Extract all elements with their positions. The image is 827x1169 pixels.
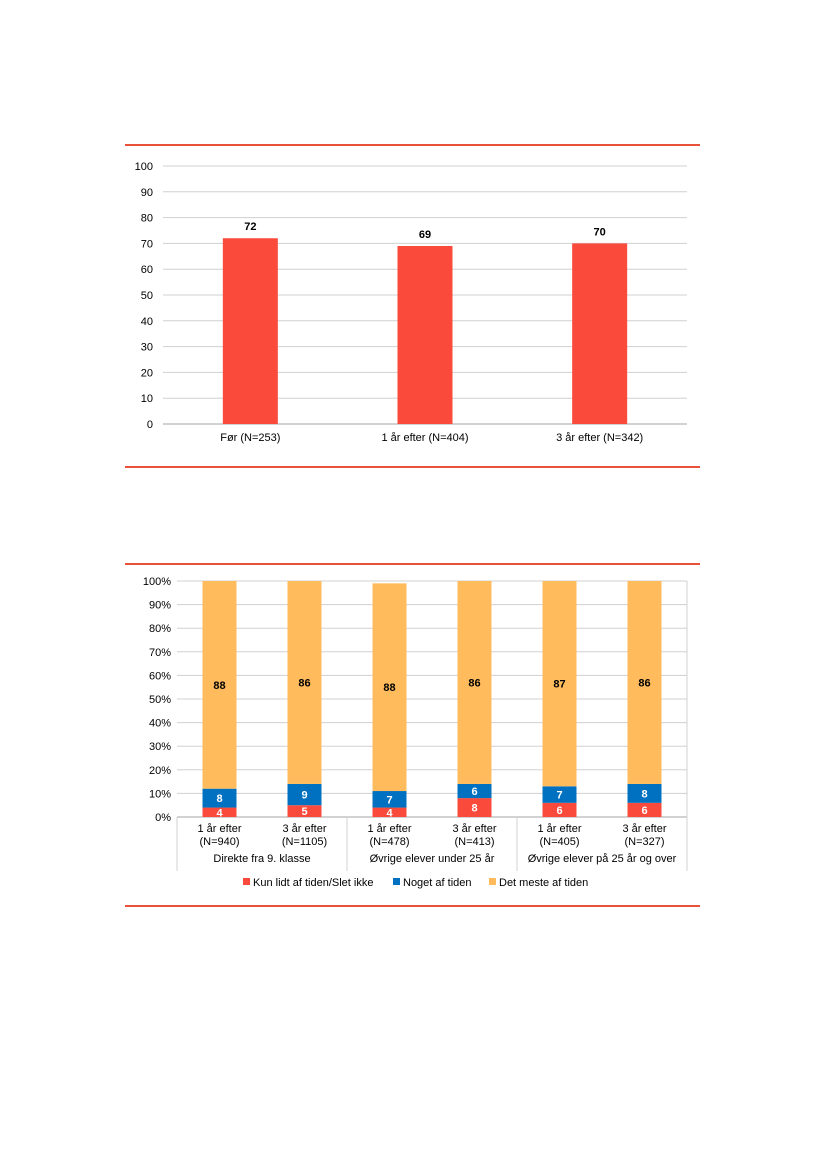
bar-segment xyxy=(372,583,407,792)
bar-segment xyxy=(627,783,662,803)
data-label: 9 xyxy=(301,790,307,802)
x-tick-label: (N=1105) xyxy=(282,836,327,848)
y-tick-label: 100% xyxy=(143,576,171,588)
data-label: 86 xyxy=(638,677,650,689)
group-label: Direkte fra 9. klasse xyxy=(213,853,310,865)
legend-swatch xyxy=(243,878,250,885)
data-label: 6 xyxy=(471,786,477,798)
bar xyxy=(397,245,453,424)
data-label: 5 xyxy=(301,806,307,818)
x-tick-label: (N=327) xyxy=(624,836,664,848)
bar xyxy=(222,238,278,424)
chart1-bottom-rule xyxy=(125,466,700,468)
y-tick-label: 60% xyxy=(149,670,171,682)
y-tick-label: 30% xyxy=(149,741,171,753)
x-tick-label: 3 år efter xyxy=(282,823,326,835)
bar-segment xyxy=(202,807,237,817)
legend-swatch xyxy=(393,878,400,885)
y-tick-label: 70% xyxy=(149,647,171,659)
data-label: 88 xyxy=(383,682,395,694)
bar-segment xyxy=(372,791,407,808)
data-label: 7 xyxy=(386,794,392,806)
y-tick-label: 10% xyxy=(149,788,171,800)
x-tick-label: (N=405) xyxy=(539,836,579,848)
bar-segment xyxy=(457,783,492,799)
data-label: 70 xyxy=(594,226,606,238)
group-label: Øvrige elever på 25 år og over xyxy=(528,853,677,865)
data-label: 86 xyxy=(298,677,310,689)
y-tick-label: 30 xyxy=(141,342,153,354)
y-tick-label: 100 xyxy=(135,161,153,173)
x-tick-label: 3 år efter xyxy=(622,823,666,835)
bar-chart: 0 10 20 30 40 50 60 70 80 90 100 72 Før (N=253) 69 1 å… xyxy=(135,161,687,444)
x-tick-label: (N=940) xyxy=(199,836,239,848)
data-label: 6 xyxy=(556,805,562,817)
data-label: 8 xyxy=(216,793,222,805)
bar-segment xyxy=(287,805,322,817)
x-tick-label: 1 år efter (N=404) xyxy=(381,432,468,444)
chart1-top-rule xyxy=(125,144,700,146)
x-tick-label: 1 år efter xyxy=(197,823,241,835)
y-tick-label: 50 xyxy=(141,290,153,302)
bar-segment xyxy=(457,581,492,784)
y-tick-label: 0% xyxy=(155,812,171,824)
bar-segment xyxy=(542,786,577,803)
bar-segment xyxy=(542,802,577,817)
y-tick-label: 0 xyxy=(147,419,153,431)
bar-segment xyxy=(372,807,407,817)
bar-segment xyxy=(202,581,237,789)
y-tick-label: 90% xyxy=(149,600,171,612)
x-tick-label: 1 år efter xyxy=(537,823,581,835)
data-label: 8 xyxy=(471,803,477,815)
legend-label: Noget af tiden xyxy=(403,877,472,889)
chart2-top-rule xyxy=(125,563,700,565)
y-tick-label: 80% xyxy=(149,623,171,635)
bar-segment xyxy=(627,802,662,817)
bar-segment xyxy=(287,783,322,806)
data-label: 8 xyxy=(641,788,647,800)
bar-segment xyxy=(627,581,662,784)
x-tick-label: 1 år efter xyxy=(367,823,411,835)
data-label: 7 xyxy=(556,790,562,802)
x-tick-label: Før (N=253) xyxy=(220,432,280,444)
data-label: 72 xyxy=(244,221,256,233)
data-label: 87 xyxy=(553,679,565,691)
bar-segment xyxy=(202,788,237,808)
data-label: 6 xyxy=(641,805,647,817)
data-label: 88 xyxy=(213,680,225,692)
y-tick-label: 10 xyxy=(141,393,153,405)
bar-segment xyxy=(287,581,322,784)
bar-segment xyxy=(457,798,492,817)
y-tick-label: 40 xyxy=(141,316,153,328)
x-tick-label: (N=413) xyxy=(454,836,494,848)
y-tick-label: 80 xyxy=(141,213,153,225)
x-tick-label: (N=478) xyxy=(369,836,409,848)
x-tick-label: 3 år efter xyxy=(452,823,496,835)
bar xyxy=(572,243,628,424)
y-tick-label: 70 xyxy=(141,238,153,250)
data-label: 86 xyxy=(468,677,480,689)
group-label: Øvrige elever under 25 år xyxy=(370,853,495,865)
legend-swatch xyxy=(489,878,496,885)
y-tick-label: 40% xyxy=(149,718,171,730)
data-label: 69 xyxy=(419,229,431,241)
bar-segment xyxy=(542,581,577,787)
y-tick-label: 20% xyxy=(149,765,171,777)
y-tick-label: 20 xyxy=(141,367,153,379)
chart2-bottom-rule xyxy=(125,905,700,907)
y-tick-label: 60 xyxy=(141,264,153,276)
data-label: 4 xyxy=(216,807,223,819)
data-label: 4 xyxy=(386,807,393,819)
legend-label: Kun lidt af tiden/Slet ikke xyxy=(253,877,373,889)
x-tick-label: 3 år efter (N=342) xyxy=(556,432,643,444)
legend-label: Det meste af tiden xyxy=(499,877,588,889)
y-tick-label: 50% xyxy=(149,694,171,706)
y-tick-label: 90 xyxy=(141,187,153,199)
